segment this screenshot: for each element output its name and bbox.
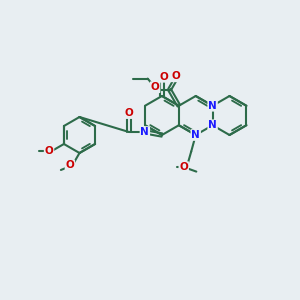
- Text: N: N: [208, 101, 217, 111]
- Text: O: O: [45, 146, 53, 156]
- Text: N: N: [208, 120, 217, 130]
- Text: O: O: [159, 72, 168, 82]
- Text: N: N: [191, 130, 200, 140]
- Text: O: O: [151, 82, 160, 92]
- Text: N: N: [140, 127, 149, 137]
- Text: O: O: [172, 71, 180, 81]
- Text: O: O: [65, 160, 74, 170]
- Text: O: O: [124, 108, 133, 118]
- Text: O: O: [179, 162, 188, 172]
